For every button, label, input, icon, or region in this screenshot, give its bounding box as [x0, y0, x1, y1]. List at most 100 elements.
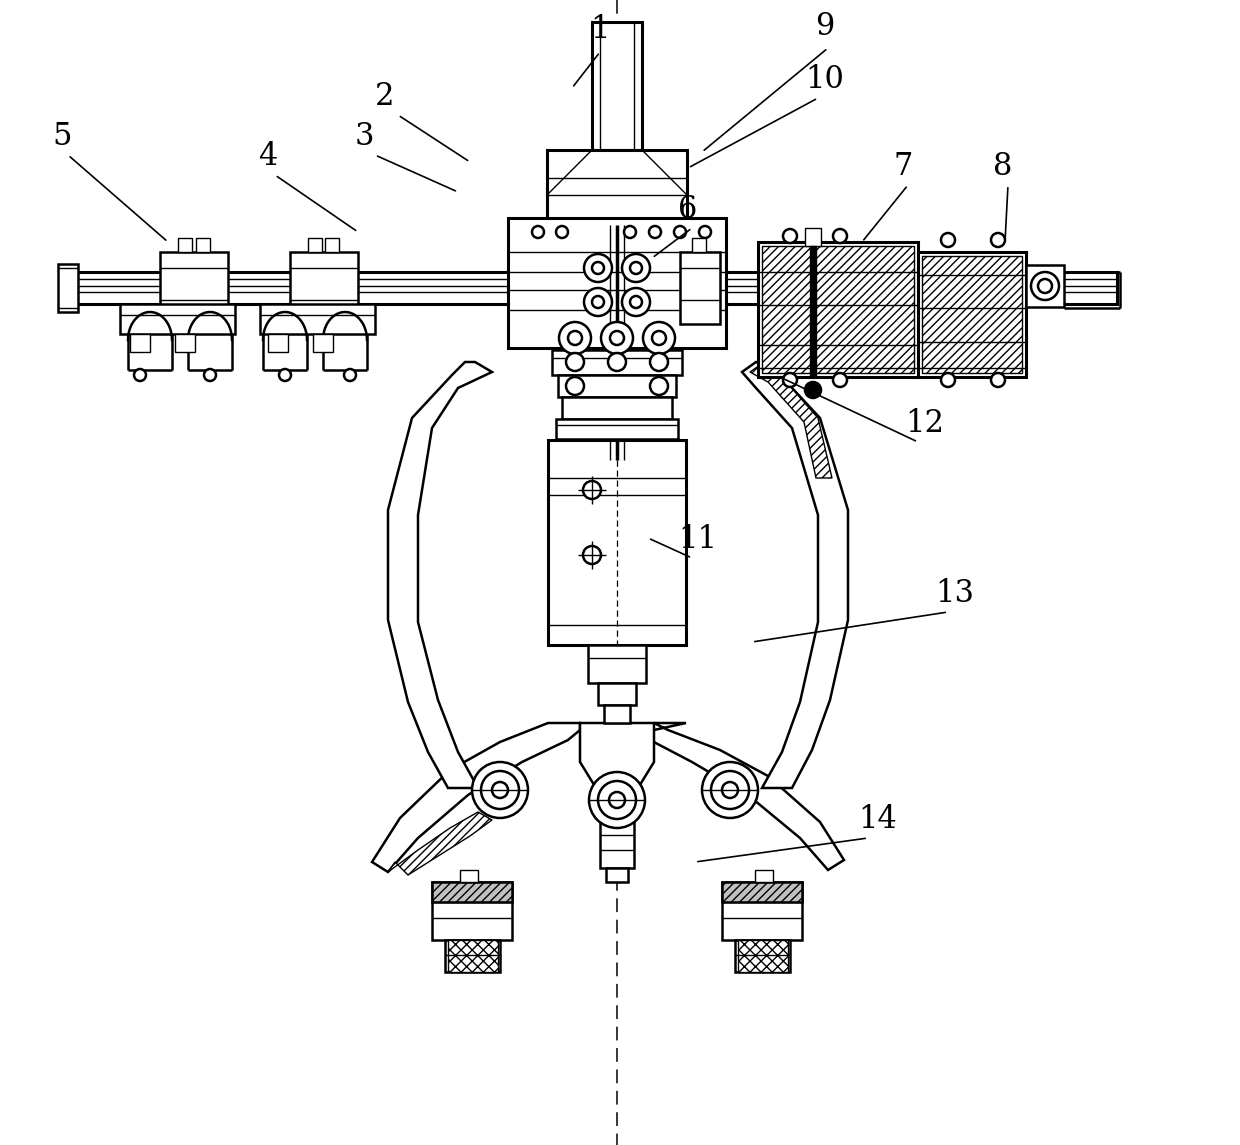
Text: 11: 11: [678, 524, 717, 555]
Polygon shape: [742, 362, 848, 788]
Circle shape: [584, 254, 613, 282]
Circle shape: [652, 331, 666, 345]
Circle shape: [583, 546, 601, 564]
Text: 3: 3: [355, 121, 374, 152]
Text: 8: 8: [993, 151, 1012, 182]
Circle shape: [941, 232, 955, 247]
Text: 9: 9: [815, 11, 835, 42]
Bar: [460, 870, 477, 882]
Bar: [179, 238, 192, 252]
Text: 7: 7: [893, 151, 913, 182]
Bar: [755, 870, 773, 882]
Bar: [547, 150, 687, 226]
Bar: [308, 238, 322, 252]
Circle shape: [711, 771, 749, 810]
Bar: [130, 334, 150, 352]
Circle shape: [601, 322, 632, 354]
Bar: [120, 305, 236, 334]
Circle shape: [472, 763, 528, 818]
Bar: [680, 252, 720, 324]
Bar: [448, 940, 498, 972]
Circle shape: [991, 373, 1004, 387]
Bar: [618, 273, 1117, 305]
Polygon shape: [388, 812, 492, 875]
Bar: [604, 705, 630, 722]
Circle shape: [584, 289, 613, 316]
Circle shape: [583, 481, 601, 499]
Circle shape: [1030, 273, 1059, 300]
Bar: [175, 334, 195, 352]
Bar: [598, 684, 636, 705]
Circle shape: [630, 297, 642, 308]
Bar: [290, 252, 358, 324]
Circle shape: [609, 792, 625, 808]
Bar: [763, 246, 914, 373]
Circle shape: [649, 226, 661, 238]
Bar: [810, 246, 816, 376]
Circle shape: [591, 262, 604, 274]
Bar: [325, 238, 339, 252]
Text: 2: 2: [374, 81, 394, 112]
Circle shape: [630, 262, 642, 274]
Circle shape: [532, 226, 544, 238]
Bar: [692, 238, 706, 252]
Circle shape: [699, 226, 711, 238]
Bar: [606, 868, 627, 882]
Circle shape: [556, 226, 568, 238]
Polygon shape: [750, 365, 832, 477]
Bar: [552, 350, 682, 376]
Bar: [562, 397, 672, 419]
Bar: [600, 820, 634, 868]
Circle shape: [565, 353, 584, 371]
Bar: [722, 882, 802, 902]
Text: 1: 1: [590, 14, 610, 45]
Bar: [268, 334, 288, 352]
Bar: [548, 440, 686, 645]
Text: 4: 4: [258, 141, 278, 172]
Circle shape: [134, 369, 146, 381]
Circle shape: [722, 782, 738, 798]
Bar: [738, 940, 787, 972]
Bar: [445, 940, 500, 972]
Bar: [508, 218, 725, 348]
Text: 12: 12: [905, 408, 944, 439]
Bar: [588, 645, 646, 684]
Polygon shape: [650, 722, 844, 870]
Circle shape: [991, 232, 1004, 247]
Bar: [758, 242, 918, 377]
Circle shape: [568, 331, 582, 345]
Bar: [196, 238, 210, 252]
Circle shape: [610, 331, 624, 345]
Circle shape: [622, 289, 650, 316]
Bar: [558, 376, 676, 397]
Circle shape: [650, 353, 668, 371]
Circle shape: [608, 353, 626, 371]
Bar: [923, 256, 1022, 373]
Circle shape: [343, 369, 356, 381]
Bar: [735, 940, 790, 972]
Circle shape: [624, 226, 636, 238]
Circle shape: [833, 229, 847, 243]
Circle shape: [481, 771, 520, 810]
Bar: [591, 22, 642, 150]
Text: 10: 10: [805, 64, 844, 95]
Text: 13: 13: [935, 578, 973, 609]
Bar: [1025, 264, 1064, 307]
Circle shape: [650, 377, 668, 395]
Circle shape: [589, 772, 645, 828]
Circle shape: [205, 369, 216, 381]
Circle shape: [702, 763, 758, 818]
Text: 6: 6: [678, 194, 697, 226]
Text: 5: 5: [52, 121, 72, 152]
Bar: [432, 882, 512, 902]
Circle shape: [675, 226, 686, 238]
Bar: [805, 228, 821, 246]
Bar: [160, 252, 228, 324]
Text: 14: 14: [858, 804, 897, 835]
Bar: [312, 334, 334, 352]
Polygon shape: [388, 362, 492, 788]
Circle shape: [622, 254, 650, 282]
Circle shape: [598, 781, 636, 819]
Circle shape: [591, 297, 604, 308]
Circle shape: [565, 377, 584, 395]
